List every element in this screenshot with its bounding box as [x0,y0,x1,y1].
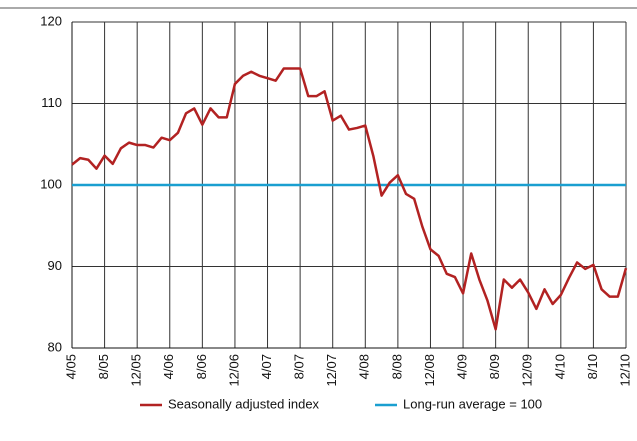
x-tick-label: 4/09 [454,354,469,379]
x-tick-label: 12/08 [422,354,437,387]
x-tick-label: 8/09 [487,354,502,379]
x-tick-label: 12/09 [520,354,535,387]
y-tick-label: 110 [41,95,62,110]
x-tick-label: 4/07 [259,354,274,379]
legend-label: Seasonally adjusted index [168,396,320,411]
x-tick-label: 4/08 [357,354,372,379]
x-tick-label: 12/07 [324,354,339,387]
x-tick-label: 4/06 [161,354,176,379]
x-tick-label: 8/07 [292,354,307,379]
x-tick-label: 12/05 [129,354,144,387]
x-tick-label: 4/05 [63,354,78,379]
x-tick-label: 8/06 [194,354,209,379]
x-tick-label: 8/08 [389,354,404,379]
data-line [71,67,628,331]
x-tick-label: 4/10 [552,354,567,379]
y-tick-label: 80 [48,339,62,354]
x-tick-label: 8/10 [585,354,600,379]
y-tick-label: 120 [40,13,62,28]
y-tick-label: 100 [40,176,62,191]
x-tick-label: 8/05 [96,354,111,379]
x-tick-label: 12/06 [226,354,241,387]
x-tick-label: 12/10 [617,354,632,387]
y-tick-label: 90 [48,258,62,273]
legend-label: Long-run average = 100 [403,396,542,411]
